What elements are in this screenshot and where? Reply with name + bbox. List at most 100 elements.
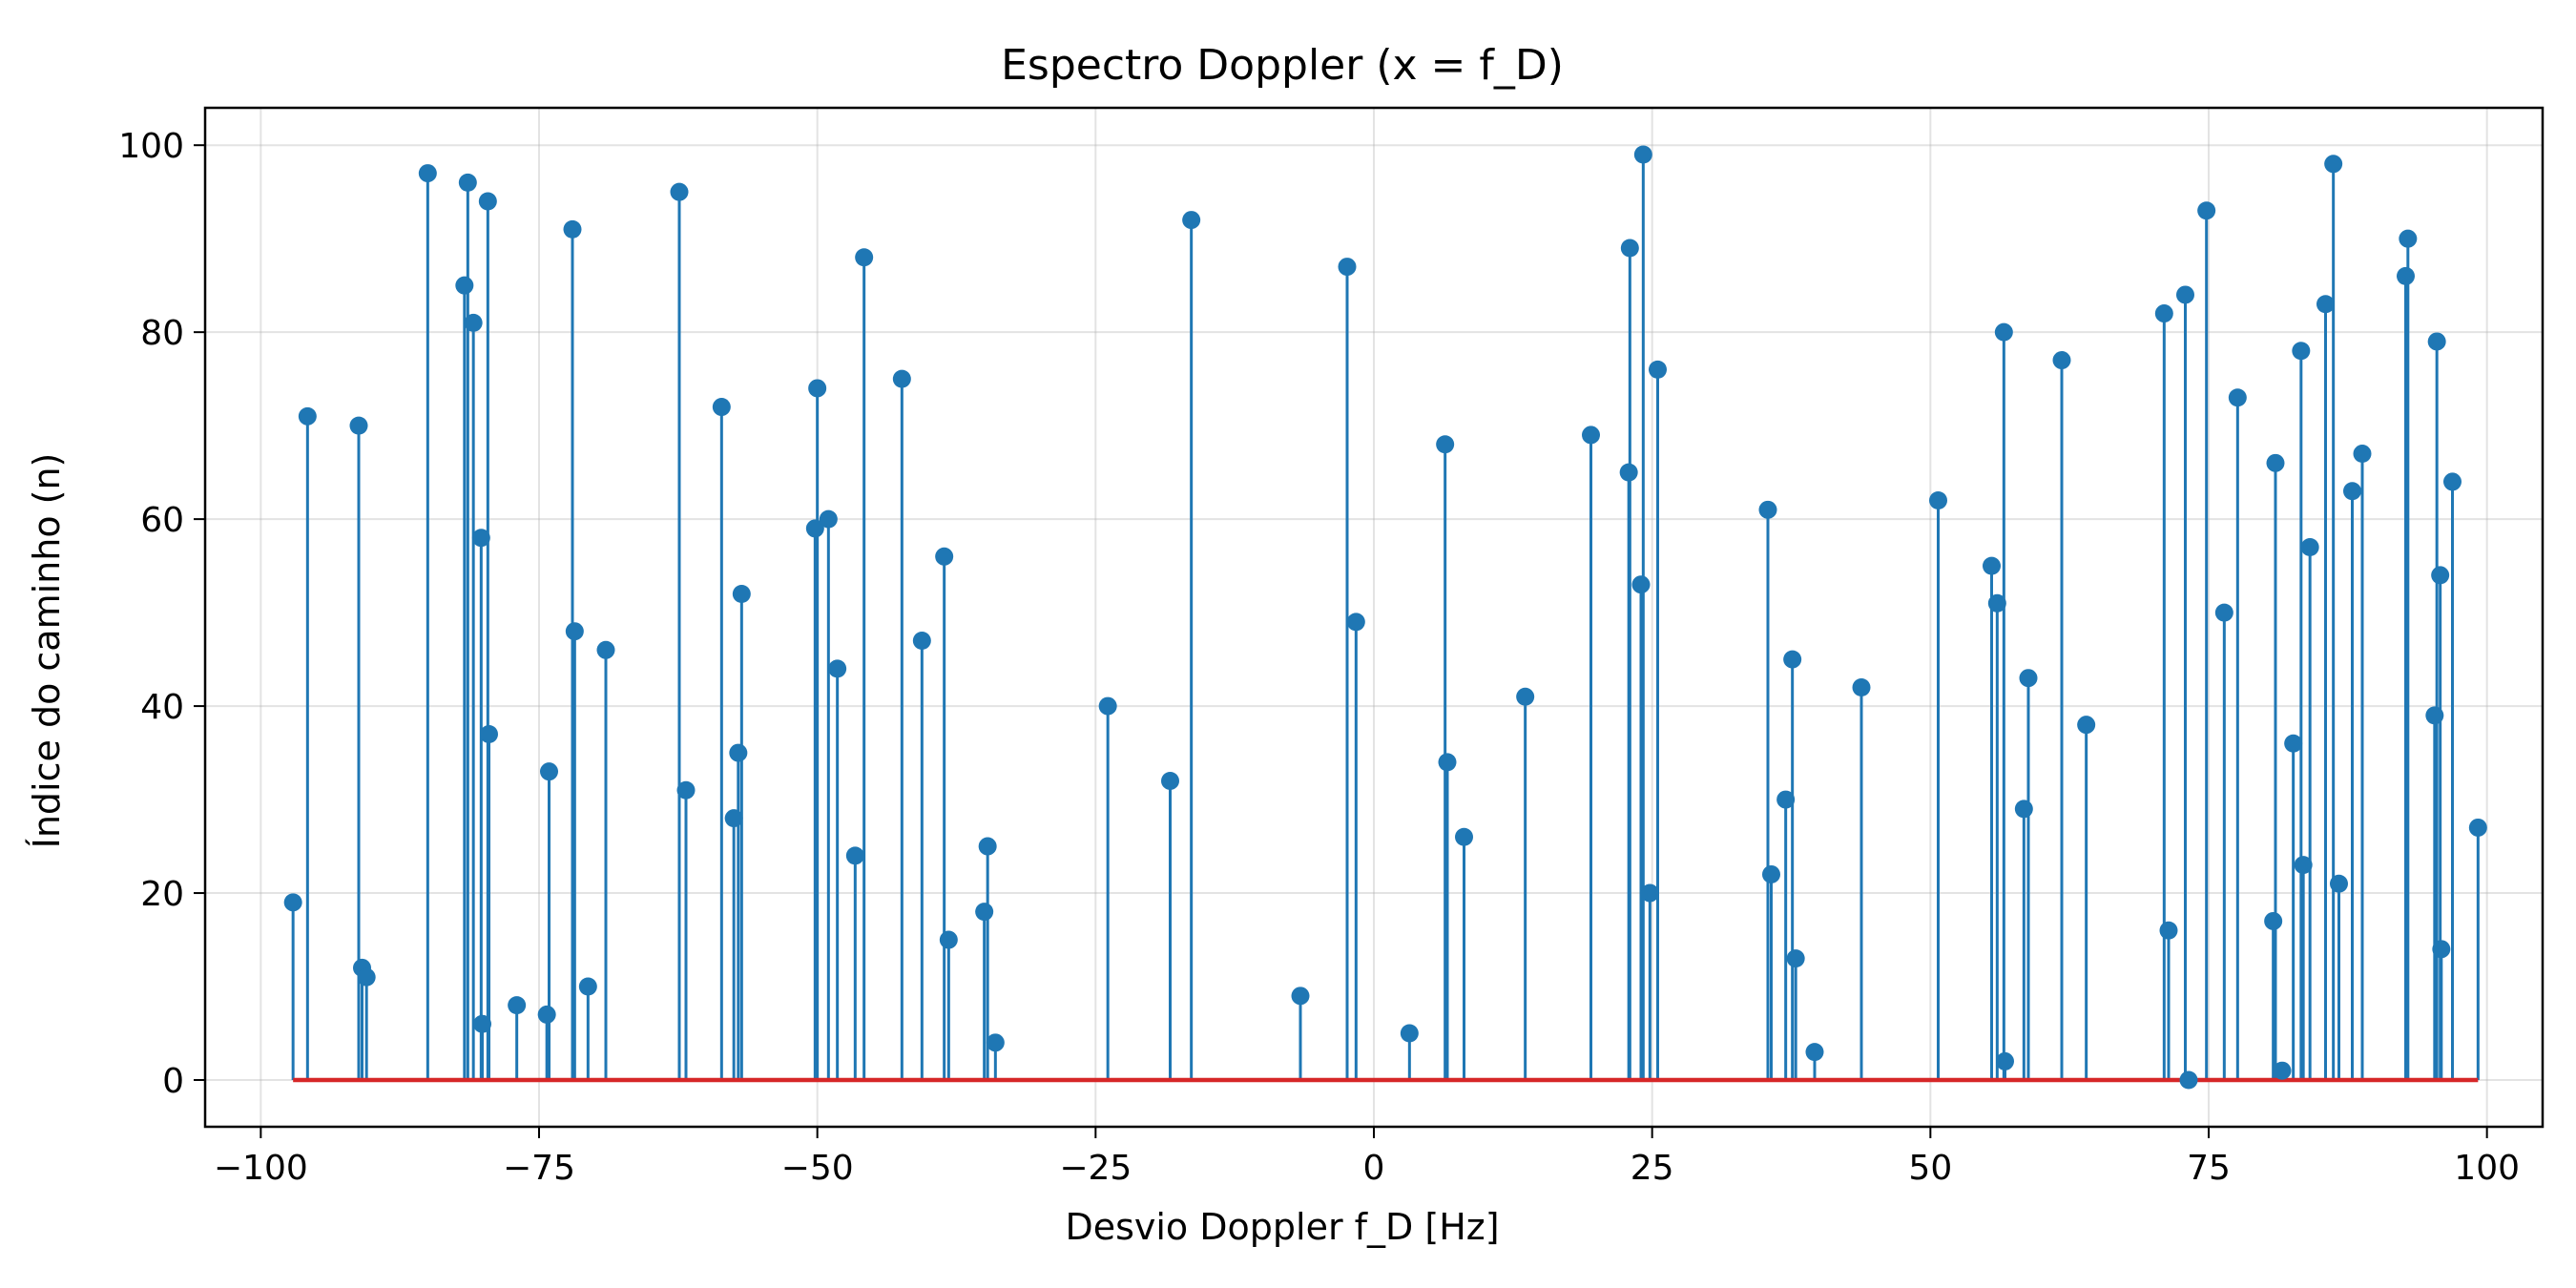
- stem-marker: [1649, 360, 1667, 379]
- stem-marker: [565, 622, 584, 641]
- stem-marker: [975, 903, 994, 922]
- stems-layer: [291, 154, 2480, 1081]
- x-tick-label: −100: [214, 1149, 308, 1188]
- stem-marker: [855, 248, 874, 267]
- stem-marker: [1631, 575, 1651, 594]
- stem-marker: [563, 219, 582, 239]
- stem-marker: [1438, 753, 1457, 772]
- stem-marker: [808, 379, 827, 398]
- y-tick-label: 80: [140, 314, 184, 353]
- stem-marker: [537, 1005, 556, 1024]
- stem-marker: [978, 837, 997, 856]
- stem-marker: [1929, 491, 1947, 510]
- markers-layer: [283, 145, 2487, 1090]
- y-tick-label: 100: [118, 127, 184, 166]
- stem-marker: [1455, 827, 1473, 846]
- stem-marker: [2330, 874, 2348, 893]
- stem-marker: [2228, 388, 2247, 407]
- stem-marker: [1640, 883, 1659, 903]
- stem-marker: [1161, 771, 1179, 790]
- stem-marker: [2316, 295, 2335, 314]
- stem-marker: [2397, 266, 2415, 285]
- stem-marker: [724, 809, 743, 828]
- x-tick-label: −50: [781, 1149, 854, 1188]
- stem-marker: [2292, 342, 2311, 361]
- stem-marker: [2432, 940, 2451, 959]
- stem-marker: [283, 893, 302, 912]
- x-tick-label: 100: [2454, 1149, 2520, 1188]
- stem-marker: [805, 519, 824, 538]
- stem-marker: [1762, 864, 1780, 883]
- y-axis-label: Índice do caminho (n): [26, 453, 68, 849]
- stem-marker: [1758, 500, 1777, 519]
- stem-marker: [2300, 538, 2319, 557]
- stem-marker: [458, 173, 477, 192]
- stem-marker: [1805, 1043, 1824, 1062]
- ticks-layer: −100 −75 −50 −25 0 25 50 75 100 0 20 40 60 80 100: [118, 127, 2520, 1188]
- x-tick-label: −75: [503, 1149, 575, 1188]
- stem-marker: [1291, 987, 1310, 1006]
- stem-marker: [596, 640, 615, 659]
- stem-marker: [1346, 613, 1365, 632]
- stem-marker: [1582, 426, 1600, 445]
- stem-marker: [1182, 211, 1201, 230]
- stem-marker: [471, 529, 490, 548]
- stem-marker: [1852, 677, 1871, 696]
- x-tick-label: 75: [2187, 1149, 2231, 1188]
- stem-marker: [986, 1033, 1005, 1052]
- stem-marker: [1619, 463, 1638, 482]
- stem-marker: [670, 182, 689, 201]
- stem-marker: [1400, 1024, 1419, 1043]
- stem-marker: [1983, 556, 2001, 575]
- stem-marker: [1620, 239, 1639, 258]
- stem-marker: [729, 743, 748, 762]
- stem-marker: [464, 313, 483, 332]
- stem-marker: [478, 192, 497, 211]
- stem-marker: [349, 416, 368, 435]
- stem-marker: [828, 659, 847, 678]
- stem-marker: [1786, 949, 1805, 968]
- y-tick-label: 20: [140, 875, 184, 914]
- stem-marker: [939, 930, 958, 949]
- stem-marker: [2052, 351, 2071, 370]
- stem-marker: [712, 398, 731, 417]
- x-tick-label: 25: [1631, 1149, 1674, 1188]
- stem-marker: [2353, 445, 2372, 464]
- stem-marker: [508, 996, 527, 1015]
- stem-marker: [2443, 472, 2462, 491]
- stem-marker: [2324, 155, 2343, 174]
- x-axis-label: Desvio Doppler f_D [Hz]: [1065, 1206, 1499, 1248]
- stem-marker: [578, 977, 597, 996]
- stem-marker: [357, 967, 376, 987]
- stem-marker: [2154, 304, 2173, 323]
- stem-marker: [2294, 856, 2313, 875]
- x-tick-label: −25: [1059, 1149, 1132, 1188]
- stem-marker: [2019, 669, 2038, 688]
- stem-marker: [2343, 482, 2361, 501]
- stem-marker: [892, 369, 911, 388]
- y-tick-label: 40: [140, 688, 184, 727]
- stem-marker: [1776, 790, 1796, 809]
- stem-marker: [2468, 818, 2487, 837]
- y-tick-label: 0: [162, 1062, 184, 1101]
- stem-marker: [1783, 650, 1802, 669]
- stem-marker: [819, 509, 838, 529]
- x-tick-label: 50: [1908, 1149, 1952, 1188]
- stem-marker: [912, 631, 931, 650]
- stem-marker: [2176, 285, 2194, 304]
- stem-marker: [2197, 201, 2216, 220]
- stem-marker: [2273, 1061, 2292, 1080]
- stem-marker: [418, 164, 437, 183]
- stem-marker: [540, 762, 558, 781]
- stem-marker: [2431, 566, 2450, 585]
- stem-marker: [2214, 603, 2233, 622]
- stem-marker: [1994, 322, 2013, 342]
- stem-marker: [1987, 593, 2006, 613]
- x-tick-label: 0: [1363, 1149, 1385, 1188]
- stem-marker: [473, 1014, 491, 1033]
- stem-marker: [2425, 706, 2444, 725]
- stem-marker: [1633, 145, 1652, 164]
- stem-marker: [2284, 734, 2303, 753]
